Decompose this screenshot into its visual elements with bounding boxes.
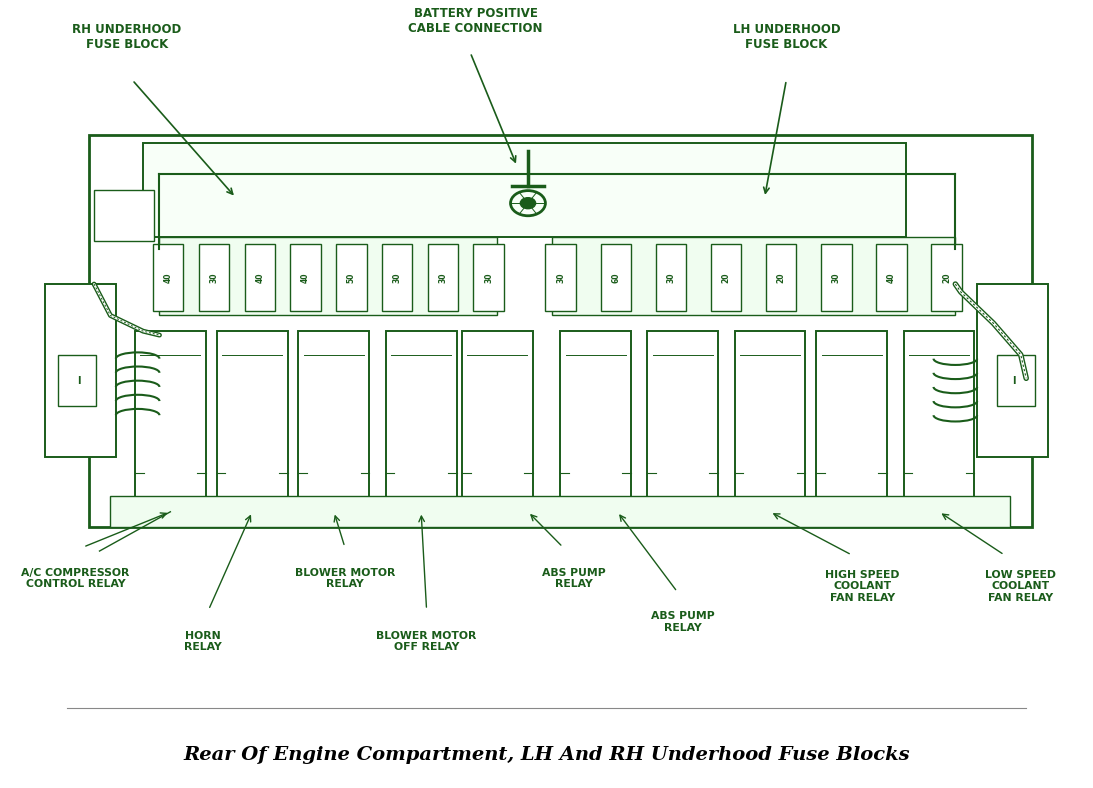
- Bar: [606, 502, 619, 523]
- Bar: [216, 331, 287, 504]
- Bar: [110, 496, 1010, 527]
- Bar: [734, 331, 806, 504]
- Bar: [58, 355, 96, 406]
- Bar: [710, 244, 741, 310]
- Bar: [381, 244, 412, 310]
- Bar: [816, 331, 888, 504]
- Text: 30: 30: [832, 273, 841, 283]
- Bar: [977, 284, 1048, 457]
- Bar: [949, 502, 962, 523]
- Bar: [291, 244, 321, 310]
- Bar: [997, 355, 1035, 406]
- Text: 30: 30: [210, 273, 219, 283]
- Bar: [398, 502, 411, 523]
- Bar: [343, 502, 356, 523]
- Text: I: I: [1012, 376, 1016, 385]
- Bar: [828, 502, 842, 523]
- Text: 20: 20: [777, 273, 786, 283]
- Bar: [821, 244, 851, 310]
- Bar: [656, 244, 686, 310]
- Text: 30: 30: [556, 273, 565, 283]
- Bar: [89, 135, 1032, 527]
- Text: 20: 20: [721, 273, 730, 283]
- Bar: [779, 502, 792, 523]
- Text: 40: 40: [301, 273, 310, 283]
- Bar: [199, 244, 230, 310]
- Bar: [573, 502, 586, 523]
- Text: 40: 40: [888, 273, 896, 283]
- Bar: [766, 244, 797, 310]
- Bar: [473, 244, 504, 310]
- Bar: [230, 502, 243, 523]
- Text: BLOWER MOTOR
OFF RELAY: BLOWER MOTOR OFF RELAY: [376, 630, 477, 652]
- Bar: [431, 502, 444, 523]
- Bar: [245, 244, 275, 310]
- Bar: [560, 331, 631, 504]
- Bar: [507, 502, 520, 523]
- Text: A/C COMPRESSOR
CONTROL RELAY: A/C COMPRESSOR CONTROL RELAY: [22, 567, 130, 589]
- Bar: [45, 284, 116, 457]
- Text: 40: 40: [256, 273, 265, 283]
- Text: 20: 20: [942, 273, 951, 283]
- Bar: [748, 502, 761, 523]
- Text: 50: 50: [346, 273, 356, 283]
- Bar: [180, 502, 193, 523]
- Bar: [552, 237, 955, 315]
- Text: LOW SPEED
COOLANT
FAN RELAY: LOW SPEED COOLANT FAN RELAY: [985, 570, 1056, 603]
- Bar: [160, 237, 497, 315]
- Text: BLOWER MOTOR
RELAY: BLOWER MOTOR RELAY: [295, 567, 395, 589]
- Bar: [545, 244, 576, 310]
- Bar: [427, 244, 458, 310]
- Circle shape: [520, 198, 536, 209]
- Text: 30: 30: [667, 273, 675, 283]
- Bar: [148, 502, 161, 523]
- Bar: [647, 331, 718, 504]
- Text: I: I: [77, 376, 81, 385]
- Text: BATTERY POSITIVE
CABLE CONNECTION: BATTERY POSITIVE CABLE CONNECTION: [409, 7, 543, 35]
- Bar: [693, 502, 706, 523]
- Bar: [462, 331, 533, 504]
- Bar: [474, 502, 487, 523]
- Text: Rear Of Engine Compartment, LH And RH Underhood Fuse Blocks: Rear Of Engine Compartment, LH And RH Un…: [184, 746, 909, 764]
- Bar: [931, 244, 962, 310]
- Bar: [143, 143, 906, 237]
- Text: RH UNDERHOOD
FUSE BLOCK: RH UNDERHOOD FUSE BLOCK: [72, 23, 181, 50]
- Bar: [262, 502, 275, 523]
- Bar: [153, 244, 184, 310]
- Text: 30: 30: [392, 273, 401, 283]
- Bar: [312, 502, 325, 523]
- Text: ABS PUMP
RELAY: ABS PUMP RELAY: [542, 567, 606, 589]
- Bar: [904, 331, 975, 504]
- Text: LH UNDERHOOD
FUSE BLOCK: LH UNDERHOOD FUSE BLOCK: [732, 23, 841, 50]
- Bar: [916, 502, 929, 523]
- Bar: [134, 331, 205, 504]
- Text: HORN
RELAY: HORN RELAY: [185, 630, 222, 652]
- Bar: [386, 331, 457, 504]
- Bar: [861, 502, 874, 523]
- Bar: [336, 244, 366, 310]
- Text: 40: 40: [164, 273, 173, 283]
- Text: 30: 30: [438, 273, 447, 283]
- Text: HIGH SPEED
COOLANT
FAN RELAY: HIGH SPEED COOLANT FAN RELAY: [825, 570, 900, 603]
- Bar: [600, 244, 631, 310]
- Bar: [877, 244, 907, 310]
- Bar: [298, 331, 369, 504]
- Bar: [660, 502, 673, 523]
- Text: 60: 60: [611, 273, 621, 283]
- Text: ABS PUMP
RELAY: ABS PUMP RELAY: [651, 611, 715, 633]
- Text: 30: 30: [484, 273, 493, 283]
- Bar: [94, 190, 154, 241]
